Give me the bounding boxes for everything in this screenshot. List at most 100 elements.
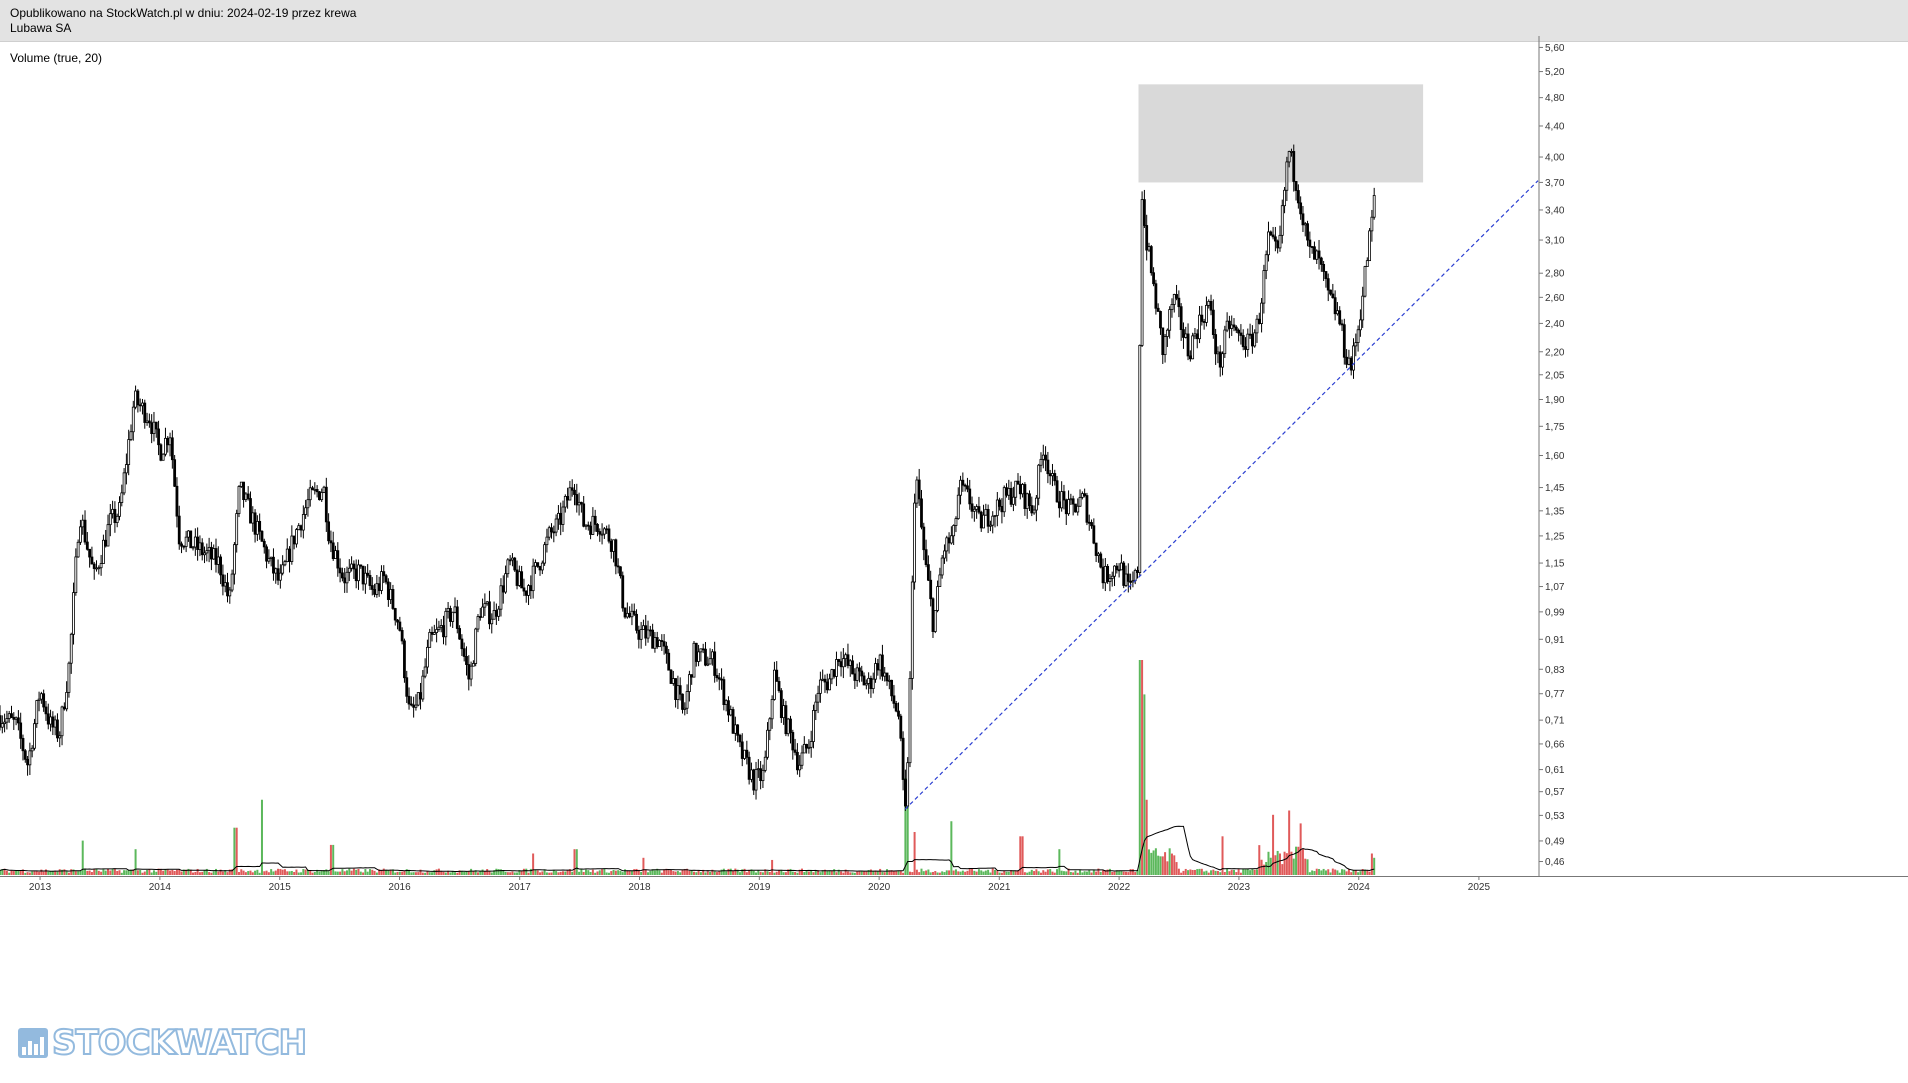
volume-bar bbox=[791, 871, 794, 875]
volume-bar bbox=[118, 870, 121, 875]
volume-bar bbox=[332, 844, 335, 875]
candle bbox=[561, 500, 565, 532]
candle bbox=[198, 535, 202, 557]
candle bbox=[625, 602, 629, 619]
candle bbox=[575, 483, 579, 513]
candle bbox=[1317, 239, 1321, 270]
candle bbox=[694, 642, 698, 667]
candle bbox=[550, 523, 553, 539]
volume-bar bbox=[727, 868, 730, 875]
volume-bar bbox=[1246, 868, 1249, 875]
volume-bar bbox=[670, 869, 673, 875]
volume-bar bbox=[201, 871, 204, 875]
candle bbox=[393, 607, 397, 626]
volume-bar bbox=[614, 870, 617, 875]
candle bbox=[943, 544, 946, 564]
volume-bar bbox=[1136, 869, 1139, 875]
volume-bar bbox=[1191, 869, 1194, 875]
candle bbox=[635, 609, 638, 634]
volume-bar bbox=[24, 872, 27, 875]
volume-bar bbox=[1274, 855, 1277, 875]
x-tick-label: 2017 bbox=[509, 882, 532, 893]
volume-bar bbox=[476, 872, 479, 875]
candle bbox=[1069, 493, 1073, 506]
candle bbox=[313, 482, 317, 495]
volume-bar bbox=[1152, 850, 1155, 875]
volume-bar bbox=[1056, 869, 1059, 875]
y-tick-label: 1,45 bbox=[1545, 483, 1565, 494]
candle bbox=[492, 601, 496, 620]
volume-bars bbox=[0, 660, 1376, 875]
candle bbox=[1372, 187, 1376, 220]
candle bbox=[901, 731, 905, 791]
volume-bar bbox=[520, 870, 523, 875]
volume-bar bbox=[398, 871, 401, 875]
candle bbox=[623, 607, 627, 619]
volume-bar bbox=[1352, 870, 1355, 875]
volume-bar bbox=[1102, 870, 1105, 875]
candle bbox=[733, 716, 737, 741]
volume-bar bbox=[692, 871, 695, 875]
volume-bar bbox=[1336, 870, 1339, 875]
volume-bar bbox=[1023, 872, 1026, 875]
candle bbox=[986, 504, 990, 534]
candle bbox=[161, 453, 165, 461]
candle bbox=[269, 556, 273, 567]
candle bbox=[910, 575, 914, 690]
candle bbox=[72, 582, 75, 645]
candle bbox=[1110, 571, 1114, 587]
volume-bar bbox=[725, 871, 728, 875]
volume-bar bbox=[626, 870, 629, 875]
candle bbox=[451, 611, 455, 629]
candle bbox=[839, 651, 843, 677]
candle bbox=[1276, 239, 1280, 254]
candle bbox=[589, 521, 592, 540]
candle bbox=[1361, 286, 1365, 328]
candle bbox=[582, 496, 586, 528]
candle bbox=[19, 712, 23, 749]
candle bbox=[177, 505, 181, 550]
candle bbox=[39, 691, 43, 704]
volume-bar bbox=[640, 871, 643, 875]
candle bbox=[106, 514, 110, 547]
candle bbox=[490, 613, 494, 634]
volume-bar bbox=[1262, 864, 1265, 875]
volume-bar bbox=[419, 869, 422, 875]
candle bbox=[1101, 558, 1105, 589]
volume-bar bbox=[624, 869, 627, 875]
volume-bar bbox=[539, 872, 542, 875]
candle bbox=[469, 661, 473, 687]
candle bbox=[676, 675, 680, 710]
candle bbox=[885, 672, 889, 686]
volume-bar bbox=[1228, 871, 1231, 875]
candle bbox=[648, 625, 652, 637]
candle bbox=[182, 545, 186, 550]
volume-bar bbox=[991, 868, 994, 875]
volume-bar bbox=[1221, 836, 1224, 875]
volume-bar bbox=[1295, 846, 1298, 875]
volume-bar bbox=[734, 868, 737, 875]
volume-bar bbox=[1278, 853, 1281, 875]
candle bbox=[609, 538, 613, 559]
volume-bar bbox=[488, 871, 491, 875]
volume-bar bbox=[987, 869, 990, 875]
volume-bar bbox=[1090, 872, 1093, 875]
volume-bar bbox=[1315, 868, 1318, 875]
volume-bar bbox=[1320, 870, 1323, 875]
candle bbox=[265, 544, 268, 569]
volume-bar bbox=[964, 871, 967, 875]
volume-bar bbox=[952, 870, 955, 875]
volume-bar bbox=[610, 871, 613, 875]
volume-bar bbox=[10, 870, 13, 875]
candle bbox=[1057, 490, 1061, 518]
candle bbox=[453, 597, 457, 614]
candle bbox=[14, 716, 18, 726]
y-tick-label: 2,05 bbox=[1545, 370, 1565, 381]
volume-bar bbox=[975, 871, 978, 875]
volume-bar bbox=[823, 869, 826, 875]
volume-bar bbox=[290, 870, 293, 875]
candle bbox=[412, 696, 416, 718]
candle bbox=[1370, 209, 1374, 242]
volume-bar bbox=[550, 872, 553, 875]
